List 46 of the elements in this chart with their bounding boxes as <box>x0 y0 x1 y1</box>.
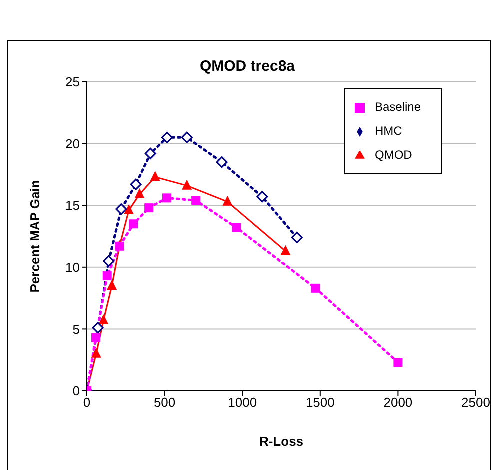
y-tick-label: 15 <box>66 198 80 214</box>
point <box>124 204 134 215</box>
point <box>150 171 160 182</box>
point <box>91 348 102 358</box>
point <box>216 156 228 168</box>
point <box>182 180 192 190</box>
point <box>394 358 403 368</box>
point <box>222 196 233 206</box>
point <box>116 204 128 216</box>
point <box>92 322 104 334</box>
y-tick-label: 0 <box>72 384 80 399</box>
point <box>256 191 268 203</box>
point <box>134 188 145 198</box>
legend-label: QMOD <box>375 148 412 162</box>
x-tick-label: 2000 <box>384 395 413 410</box>
y-axis-title: Percent MAP Gain <box>28 180 43 293</box>
y-tick-label: 10 <box>66 260 80 276</box>
point <box>102 272 112 281</box>
point <box>162 132 174 144</box>
point <box>130 178 142 190</box>
point <box>92 333 101 342</box>
y-tick-label: 5 <box>72 322 80 337</box>
point <box>192 196 201 206</box>
point <box>311 284 320 293</box>
chart-title: QMOD trec8a <box>198 58 296 75</box>
x-tick-label: 1500 <box>306 395 335 410</box>
x-tick-label: 2500 <box>462 395 490 410</box>
point <box>98 314 109 325</box>
x-tick-label: 0 <box>83 395 91 410</box>
x-axis-title: R-Loss <box>259 434 304 449</box>
point <box>144 204 154 213</box>
point <box>103 255 115 267</box>
y-tick-label: 25 <box>66 74 80 90</box>
legend-label: Baseline <box>375 100 422 114</box>
point <box>129 220 138 229</box>
legend-label: HMC <box>375 124 402 138</box>
x-tick-label: 1000 <box>228 395 258 410</box>
y-tick-label: 20 <box>66 136 80 152</box>
point <box>291 232 303 244</box>
point <box>107 280 118 290</box>
point <box>280 245 291 256</box>
point <box>232 223 242 232</box>
x-tick-label: 500 <box>154 395 176 410</box>
point <box>144 148 156 160</box>
point <box>162 194 172 203</box>
point <box>181 132 193 144</box>
